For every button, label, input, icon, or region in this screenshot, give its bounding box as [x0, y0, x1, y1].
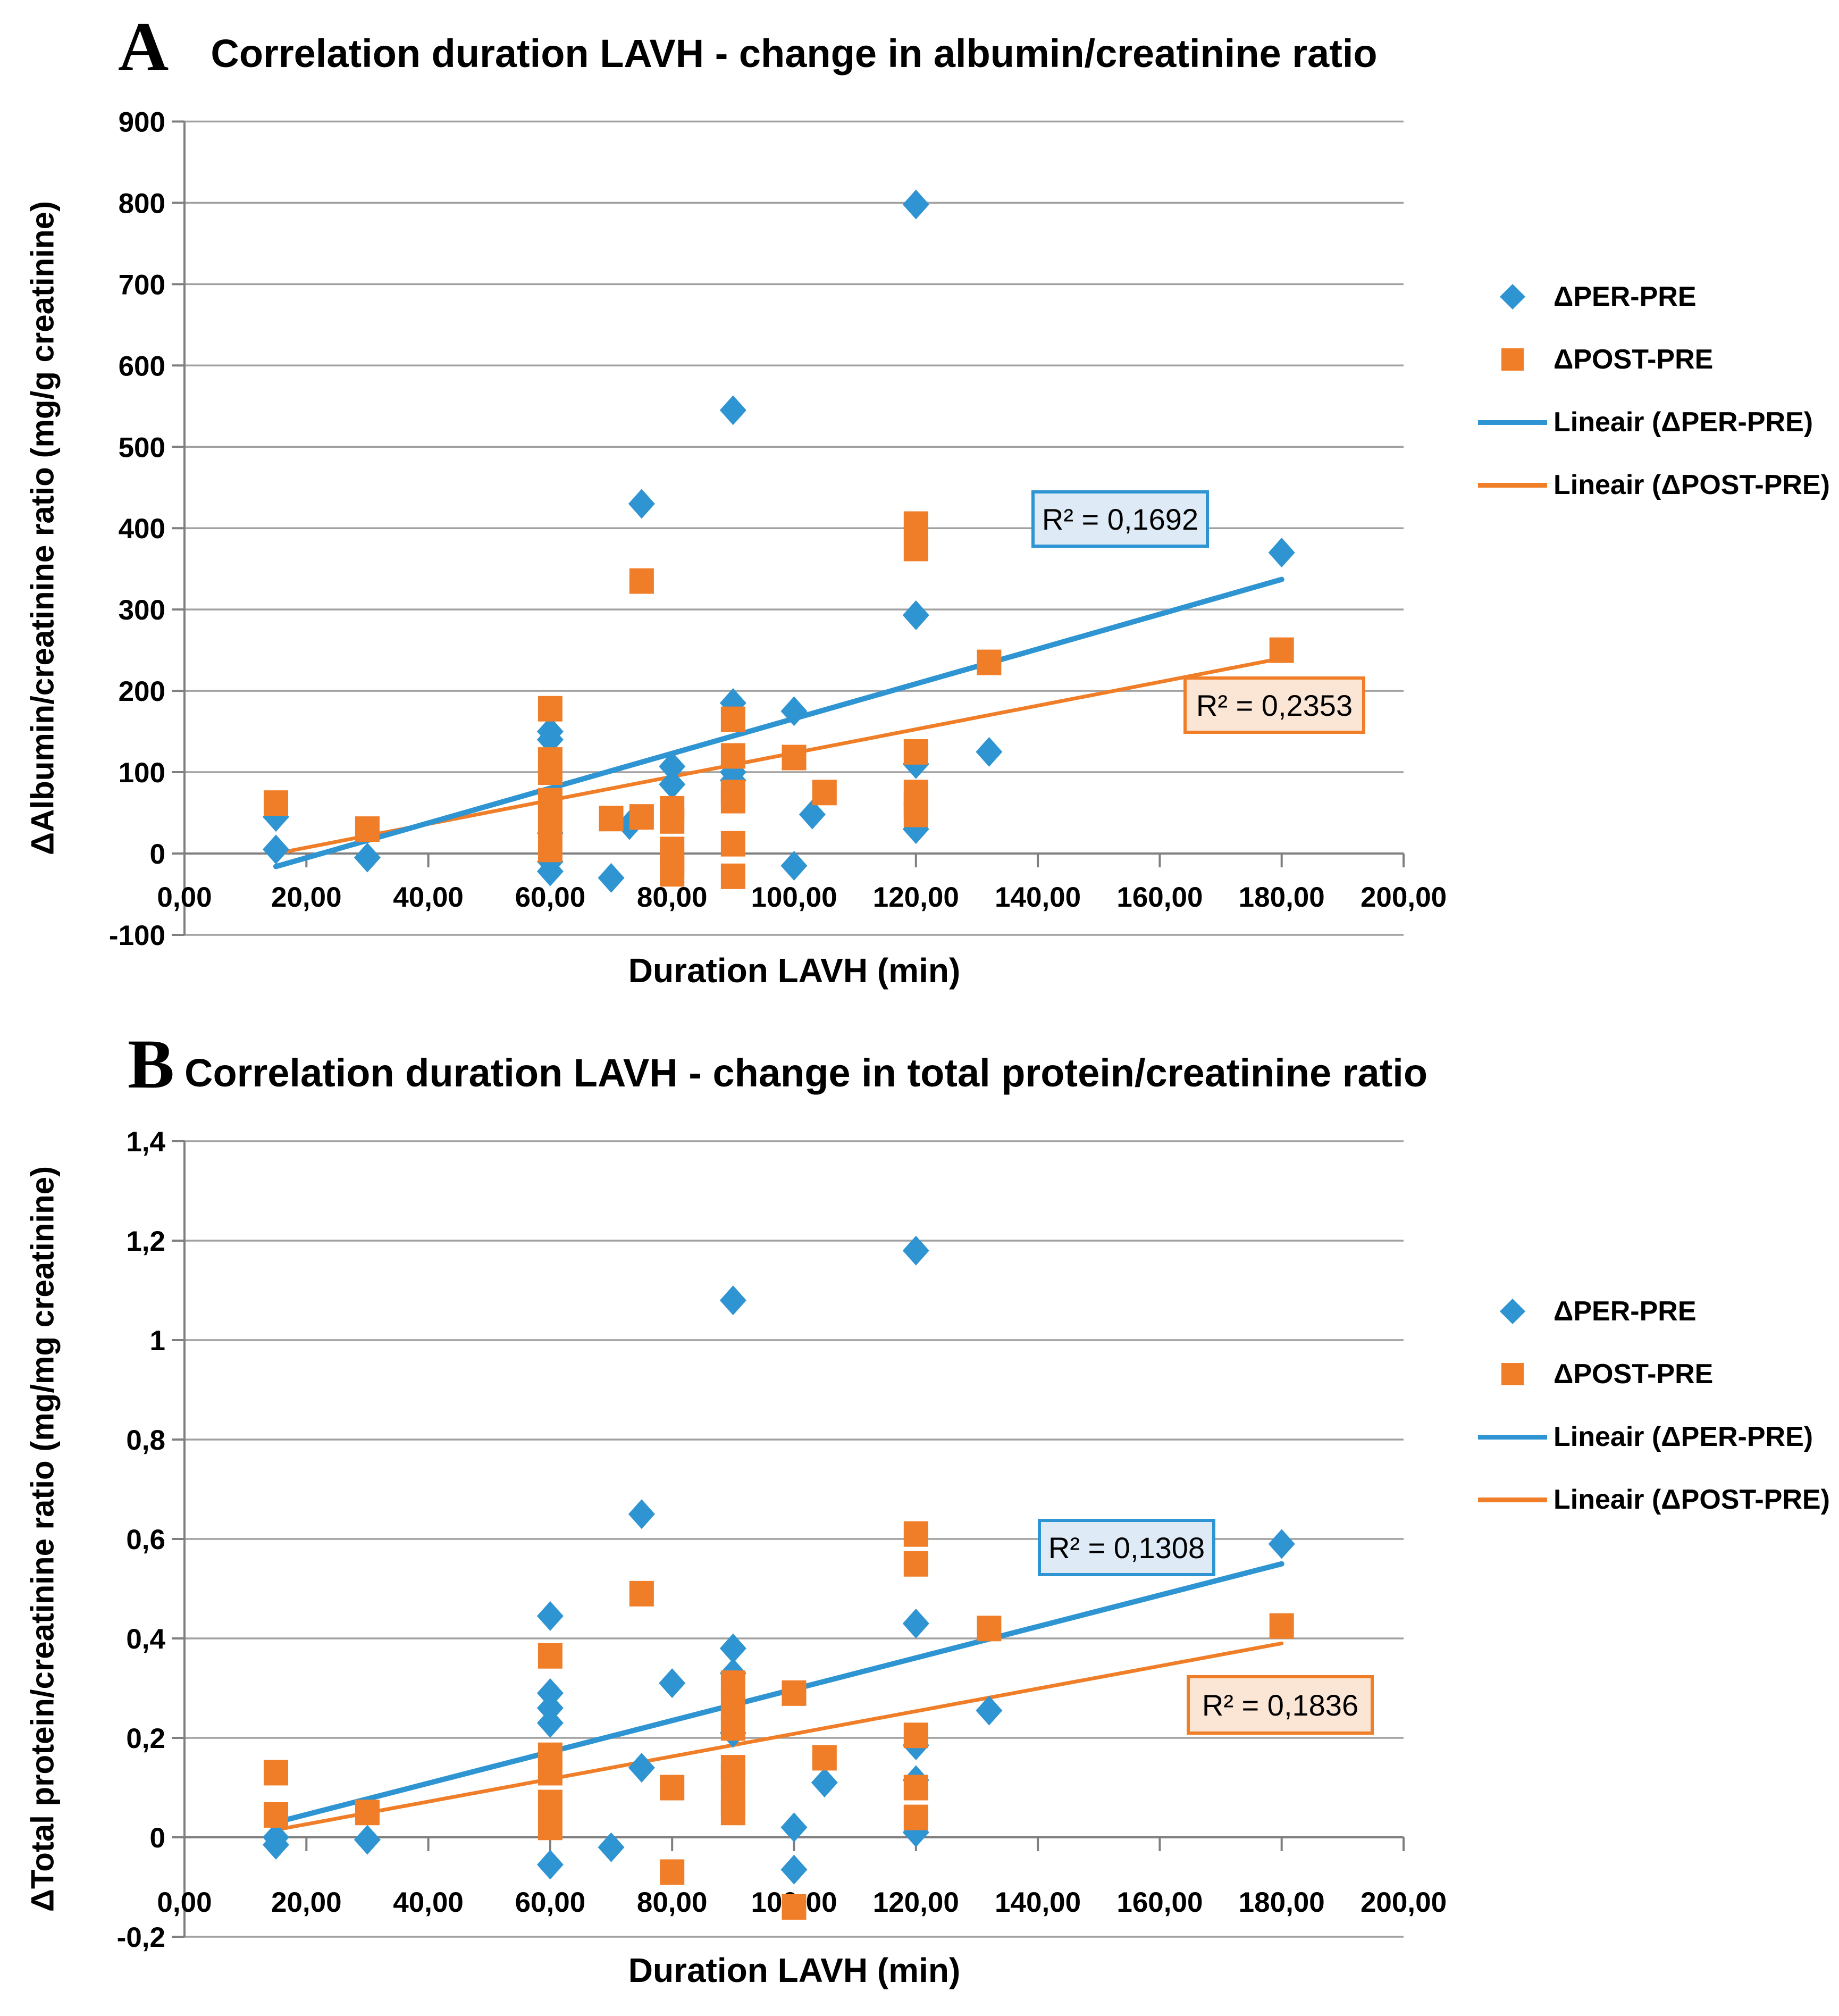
svg-text:0,00: 0,00 — [157, 1887, 212, 1918]
chart-a-r2-orange-label: R² = 0,2353 — [1183, 676, 1365, 734]
svg-text:1: 1 — [150, 1325, 165, 1357]
chart-a-r2-blue-label: R² = 0,1692 — [1031, 490, 1209, 548]
svg-text:40,00: 40,00 — [393, 1887, 464, 1918]
legend-item-linear-per-pre: Lineair (ΔPER-PRE) — [1478, 407, 1830, 438]
svg-text:20,00: 20,00 — [271, 1887, 342, 1918]
svg-text:40,00: 40,00 — [393, 882, 464, 913]
panel-a-letter: A — [118, 7, 169, 86]
svg-text:400: 400 — [119, 513, 165, 545]
svg-text:-100: -100 — [109, 920, 165, 951]
svg-text:800: 800 — [119, 188, 165, 219]
trendline-sample-icon — [1478, 482, 1547, 488]
trendline-sample-icon — [1478, 1497, 1547, 1502]
chart-a-plot: 900 800 700 600 500 400 300 200 100 0 -100 0,00 20,0… — [109, 106, 1447, 951]
r2-value: R² = 0,1308 — [1048, 1530, 1205, 1565]
svg-text:200,00: 200,00 — [1361, 882, 1447, 913]
legend-item-post-pre: ΔPOST-PRE — [1478, 1359, 1830, 1390]
svg-text:0,6: 0,6 — [126, 1524, 165, 1555]
chart-b-r2-orange-label: R² = 0,1836 — [1187, 1675, 1374, 1735]
legend-item-label: Lineair (ΔPOST-PRE) — [1554, 1484, 1830, 1515]
legend-item-linear-post-pre: Lineair (ΔPOST-PRE) — [1478, 470, 1830, 500]
legend-item-linear-per-pre: Lineair (ΔPER-PRE) — [1478, 1421, 1830, 1452]
svg-text:0,8: 0,8 — [126, 1425, 165, 1456]
svg-text:700: 700 — [119, 269, 165, 300]
svg-text:200,00: 200,00 — [1361, 1887, 1447, 1918]
svg-text:500: 500 — [119, 432, 165, 463]
svg-text:100,00: 100,00 — [751, 882, 837, 913]
svg-text:0,2: 0,2 — [126, 1723, 165, 1754]
square-marker-icon — [1501, 1363, 1524, 1385]
legend-item-label: ΔPOST-PRE — [1554, 344, 1714, 375]
trendline-sample-icon — [1478, 1434, 1547, 1440]
svg-text:1,4: 1,4 — [126, 1126, 165, 1158]
chart-a-x-axis-title: Duration LAVH (min) — [628, 951, 961, 990]
legend-item-linear-post-pre: Lineair (ΔPOST-PRE) — [1478, 1484, 1830, 1515]
diamond-marker-icon — [1499, 1298, 1526, 1325]
svg-text:180,00: 180,00 — [1239, 1887, 1325, 1918]
chart-b-r2-blue-label: R² = 0,1308 — [1038, 1519, 1215, 1576]
svg-text:0: 0 — [150, 839, 165, 870]
svg-text:0,4: 0,4 — [126, 1624, 165, 1655]
trendline-sample-icon — [1478, 420, 1547, 425]
chart-a-title: Correlation duration LAVH - change in al… — [211, 31, 1378, 76]
chart-b-plot: 1,4 1,2 1 0,8 0,6 0,4 0,2 0 -0,2 0,00 20,00 40,00 60… — [117, 1126, 1447, 1953]
svg-text:120,00: 120,00 — [873, 882, 959, 913]
legend-item-label: ΔPER-PRE — [1554, 281, 1697, 312]
svg-text:120,00: 120,00 — [873, 1887, 959, 1918]
chart-a-legend: ΔPER-PRE ΔPOST-PRE Lineair (ΔPER-PRE) Li… — [1478, 281, 1830, 534]
legend-item-per-pre: ΔPER-PRE — [1478, 281, 1830, 312]
svg-text:140,00: 140,00 — [995, 1887, 1081, 1918]
svg-text:0: 0 — [150, 1822, 165, 1854]
svg-text:200: 200 — [119, 676, 165, 707]
svg-text:20,00: 20,00 — [271, 882, 342, 913]
svg-text:60,00: 60,00 — [515, 882, 586, 913]
svg-text:300: 300 — [119, 595, 165, 626]
square-marker-icon — [1501, 348, 1524, 371]
svg-text:600: 600 — [119, 350, 165, 382]
svg-text:100: 100 — [119, 757, 165, 789]
panel-b-letter: B — [128, 1025, 175, 1103]
legend-item-label: Lineair (ΔPOST-PRE) — [1554, 470, 1830, 500]
legend-item-post-pre: ΔPOST-PRE — [1478, 344, 1830, 375]
svg-text:180,00: 180,00 — [1239, 882, 1325, 913]
chart-b-legend: ΔPER-PRE ΔPOST-PRE Lineair (ΔPER-PRE) Li… — [1478, 1296, 1830, 1549]
chart-b-y-axis-title: ΔTotal protein/creatinine ratio (mg/mg c… — [24, 1166, 61, 1912]
svg-text:80,00: 80,00 — [637, 882, 708, 913]
r2-value: R² = 0,1836 — [1202, 1688, 1359, 1722]
svg-text:900: 900 — [119, 106, 165, 138]
svg-text:60,00: 60,00 — [515, 1887, 586, 1918]
svg-text:0,00: 0,00 — [157, 882, 212, 913]
chart-b-title: Correlation duration LAVH - change in to… — [184, 1051, 1428, 1095]
svg-text:80,00: 80,00 — [637, 1887, 708, 1918]
legend-item-label: Lineair (ΔPER-PRE) — [1554, 407, 1813, 438]
svg-text:160,00: 160,00 — [1116, 882, 1203, 913]
legend-item-label: ΔPER-PRE — [1554, 1296, 1697, 1327]
legend-item-label: ΔPOST-PRE — [1554, 1359, 1714, 1390]
chart-a-y-axis-title: ΔAlbumin/creatinine ratio (mg/g creatini… — [24, 201, 61, 855]
legend-item-per-pre: ΔPER-PRE — [1478, 1296, 1830, 1327]
svg-text:140,00: 140,00 — [995, 882, 1081, 913]
legend-item-label: Lineair (ΔPER-PRE) — [1554, 1421, 1813, 1452]
diamond-marker-icon — [1499, 283, 1526, 310]
svg-text:1,2: 1,2 — [126, 1226, 165, 1257]
svg-text:160,00: 160,00 — [1116, 1887, 1203, 1918]
chart-b-x-axis-title: Duration LAVH (min) — [628, 1951, 961, 1989]
svg-text:-0,2: -0,2 — [117, 1922, 165, 1953]
r2-value: R² = 0,2353 — [1196, 688, 1353, 722]
r2-value: R² = 0,1692 — [1042, 502, 1199, 536]
